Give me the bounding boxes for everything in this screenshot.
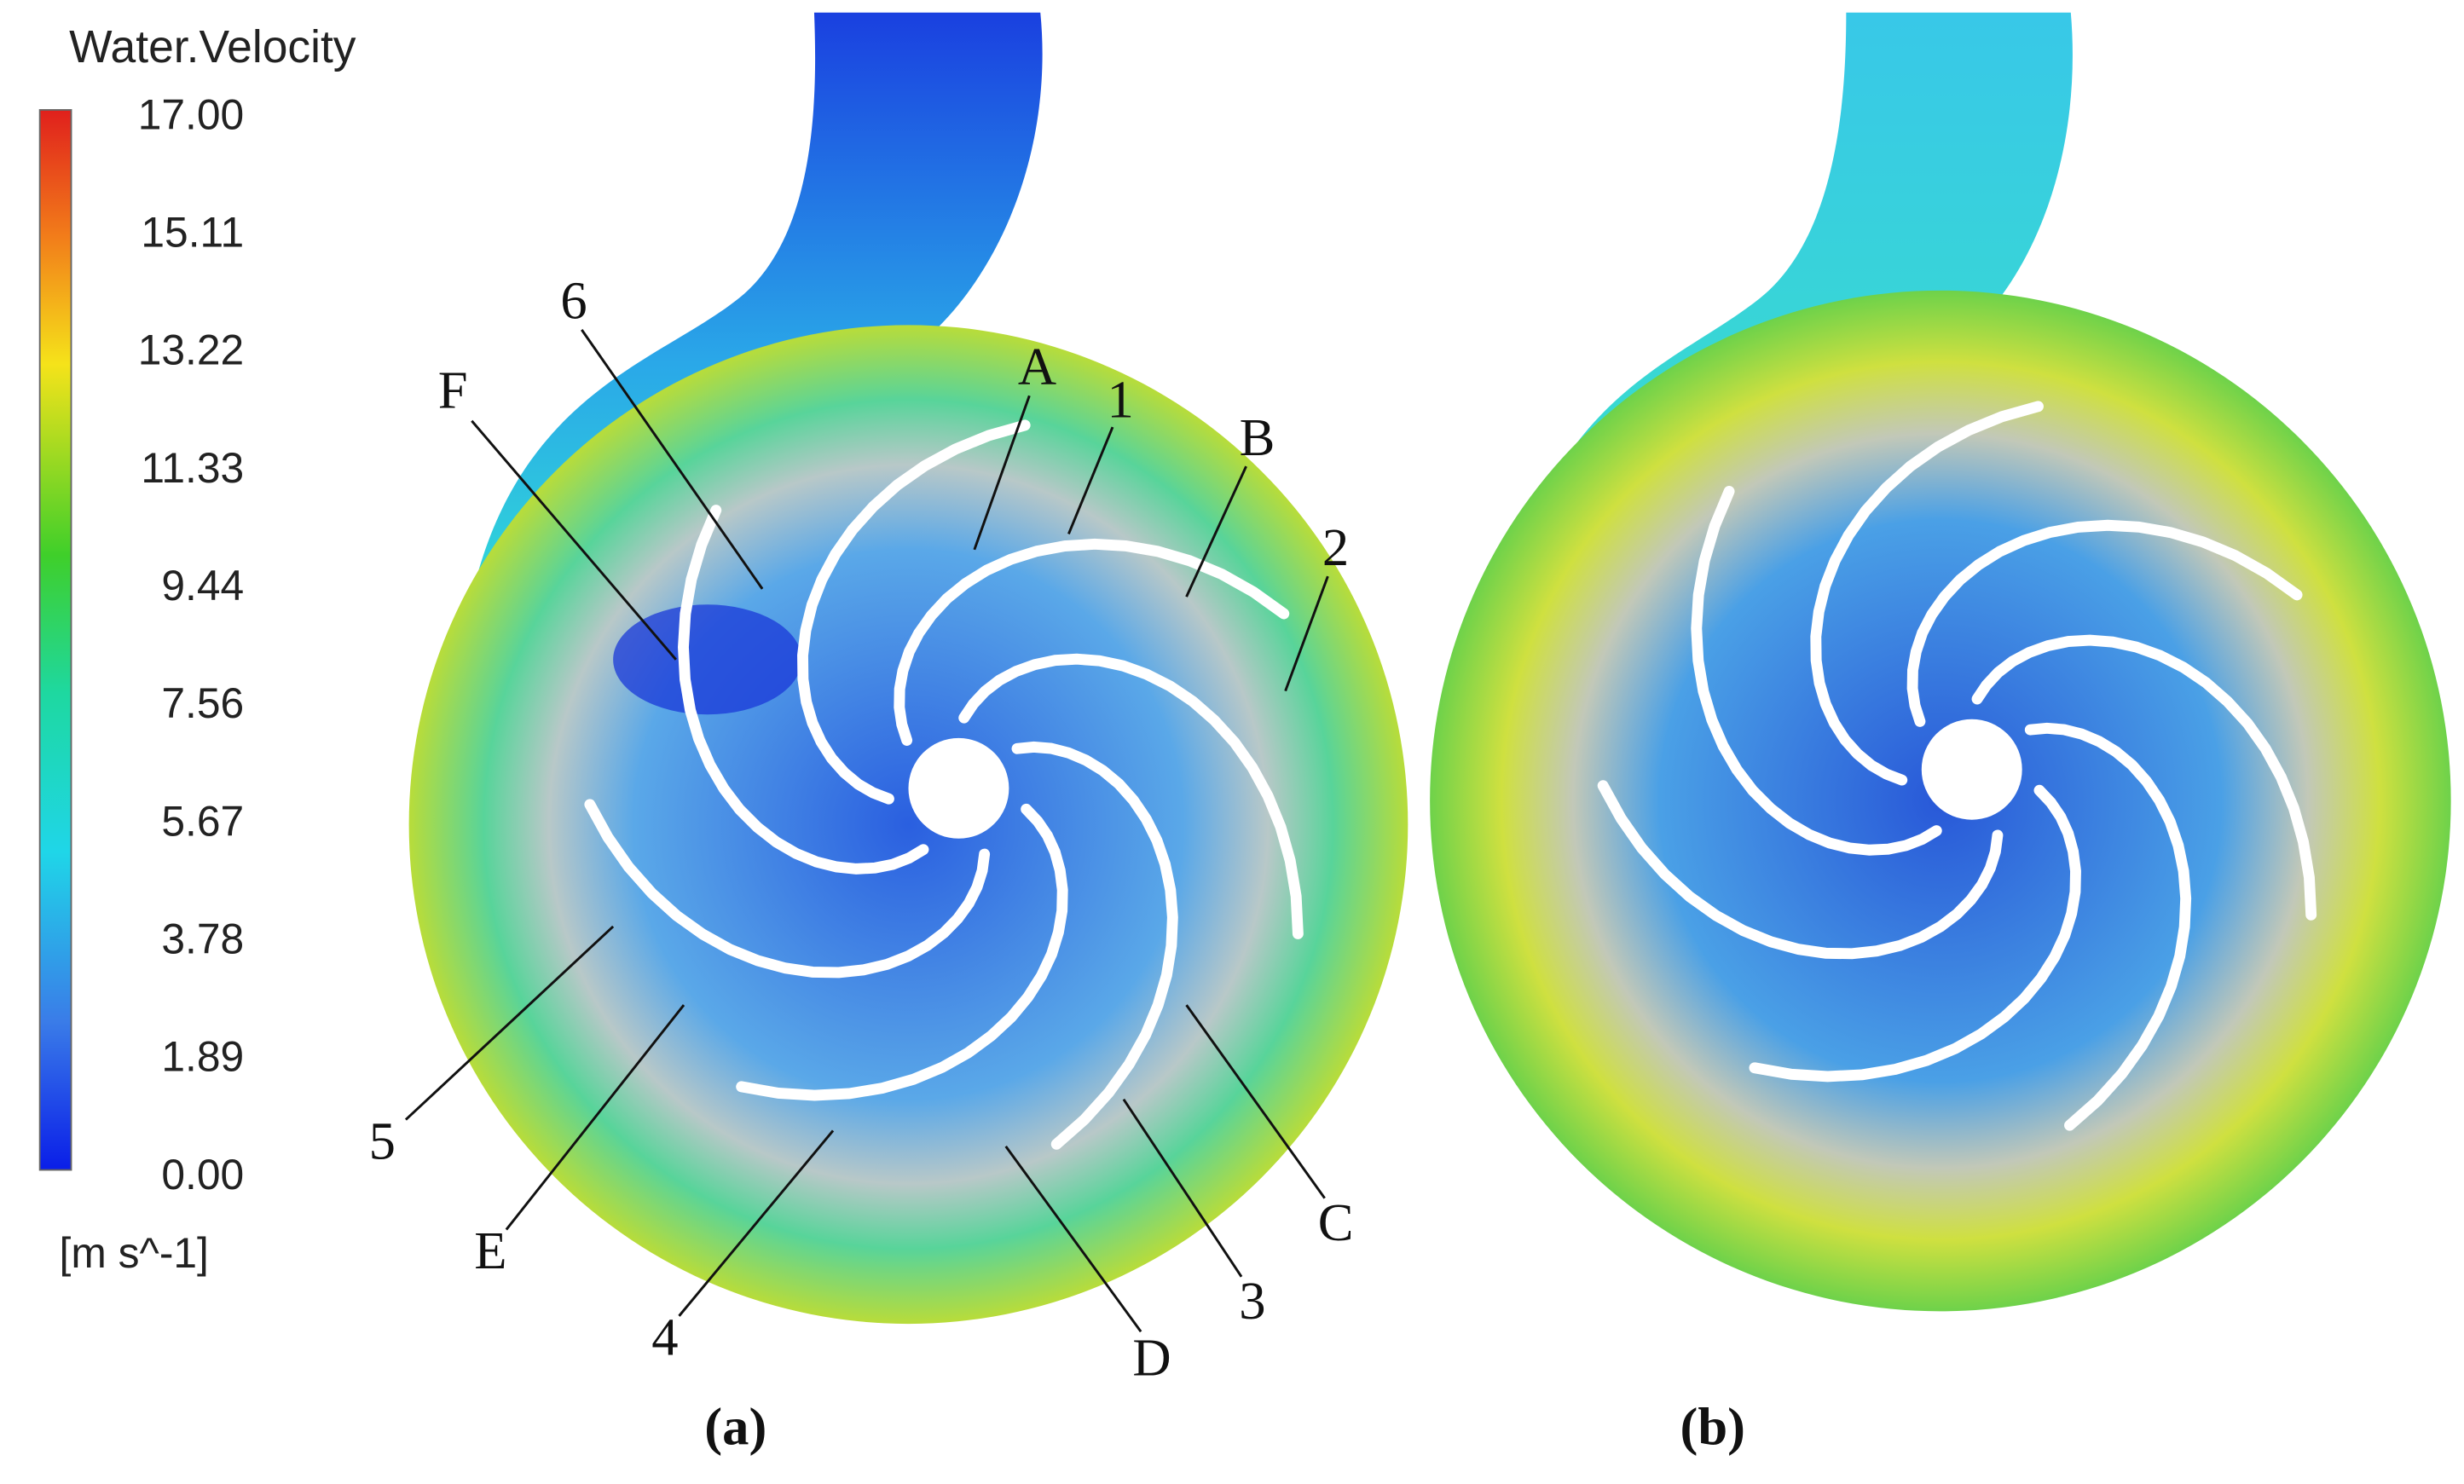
blade: [1011, 741, 1178, 1150]
blade: [1691, 486, 1942, 856]
leader-line: [973, 395, 1031, 551]
blade: [894, 538, 1290, 746]
blade: [1749, 784, 2081, 1083]
annotations: 6 F A 1 B 2 5 E 4 D 3 C: [369, 271, 1354, 1388]
leader-line: [581, 329, 764, 590]
legend-tick-label: 0.00: [161, 1151, 244, 1198]
legend-tick-label: 5.67: [161, 797, 244, 845]
volute: [408, 325, 1408, 1325]
vortex: [613, 604, 802, 715]
leader-line: [505, 1004, 685, 1231]
label: 5: [369, 1111, 396, 1170]
leader-line: [1185, 465, 1247, 598]
impeller: [584, 419, 1304, 1150]
label: 2: [1322, 517, 1349, 577]
label: A: [1018, 337, 1056, 396]
label: C: [1318, 1192, 1354, 1252]
legend-tick-label: 1.89: [161, 1033, 244, 1081]
legend-ticks: 17.00 15.11 13.22 11.33 9.44 7.56 5.67 3.78 1.89…: [138, 90, 244, 1198]
legend-tick-label: 15.11: [141, 208, 244, 256]
label: E: [474, 1221, 506, 1280]
label: 3: [1239, 1271, 1265, 1331]
blade: [1971, 634, 2317, 921]
colorbar: [38, 109, 72, 1171]
panel-b: [1430, 12, 2451, 1312]
blade: [736, 803, 1068, 1101]
blade: [2024, 722, 2192, 1131]
legend-tick-label: 3.78: [161, 915, 244, 963]
leader-line: [404, 925, 615, 1121]
impeller: [1597, 401, 2317, 1131]
legend-tick-label: 11.33: [141, 444, 244, 492]
leader-line: [1067, 426, 1114, 534]
blade: [797, 419, 1031, 805]
leader-line: [471, 419, 677, 661]
label: 4: [651, 1308, 678, 1367]
label: 1: [1108, 370, 1134, 430]
legend-tick-label: 13.22: [138, 326, 244, 374]
blade: [584, 799, 991, 979]
blade: [1906, 519, 2303, 727]
caption: (a): [704, 1397, 766, 1457]
label: 6: [560, 271, 587, 331]
panel-a: [408, 12, 1408, 1325]
legend-tick-label: 17.00: [138, 90, 244, 138]
leader-line: [1284, 575, 1329, 692]
legend-unit: [m s^-1]: [60, 1229, 209, 1277]
leader-line: [678, 1129, 835, 1317]
blade: [678, 505, 929, 875]
hub: [1921, 719, 2022, 820]
caption: (b): [1680, 1397, 1745, 1457]
legend-title: Water.Velocity: [69, 22, 356, 72]
legend-tick-label: 7.56: [161, 679, 244, 727]
blade: [1810, 401, 2044, 786]
blade: [1597, 780, 2004, 960]
label: B: [1240, 407, 1275, 467]
leader-line: [1185, 1004, 1326, 1199]
blade: [958, 653, 1304, 939]
legend-tick-label: 9.44: [161, 562, 244, 609]
leader-line: [1004, 1146, 1142, 1333]
hub: [908, 737, 1009, 839]
label: D: [1132, 1328, 1171, 1388]
leader-line: [1122, 1098, 1243, 1278]
label: F: [438, 361, 468, 420]
